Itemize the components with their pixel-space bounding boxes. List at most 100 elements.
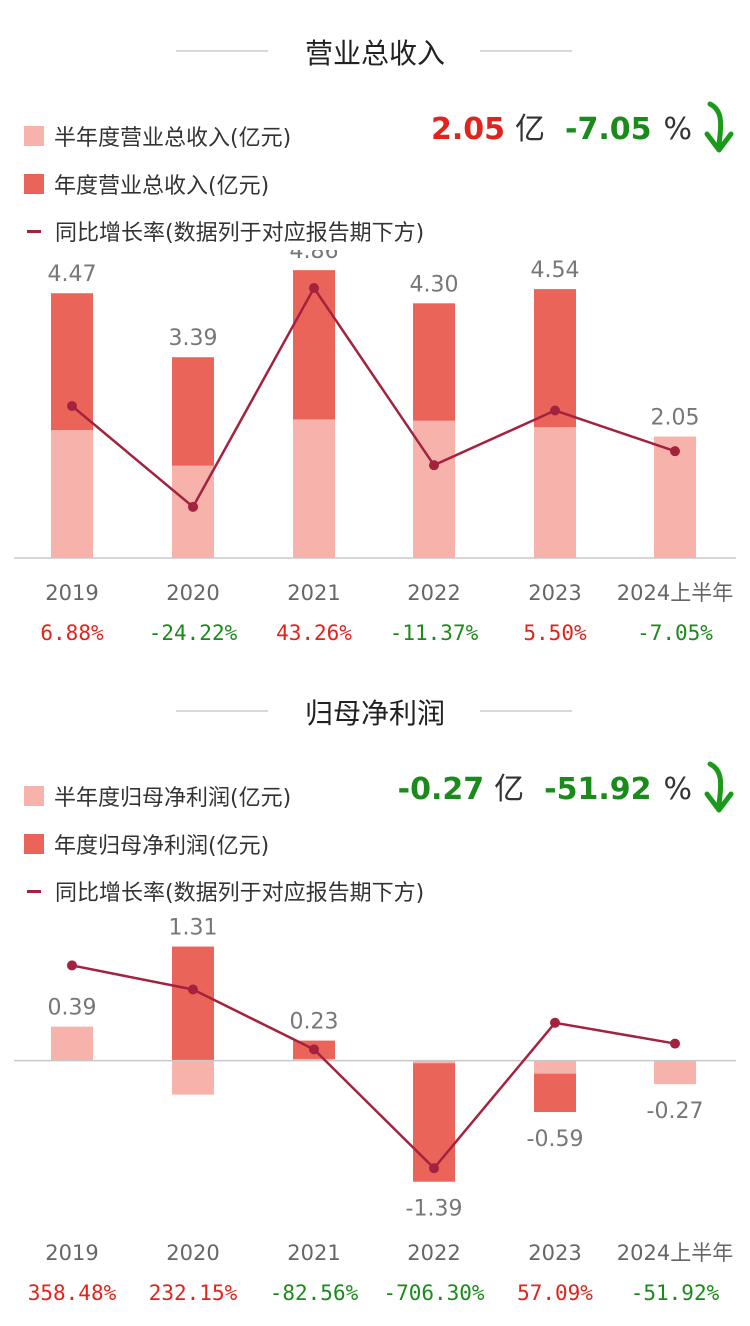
rate-point	[67, 960, 77, 971]
value-label: 2.05	[651, 406, 700, 431]
title-rule-left	[176, 710, 268, 712]
legend-half: 半年度营业总收入(亿元)	[24, 120, 291, 152]
legend-swatch-annual	[24, 834, 44, 854]
rate-line	[71, 964, 676, 1171]
rate-label: 57.09%	[517, 1281, 593, 1305]
rate-point	[309, 283, 319, 294]
rate-label: 232.15%	[149, 1281, 238, 1305]
profit-chart: 0.39 1.31 0.23 -1.39 -0.59 -0.27 2019 2020 2021 2…	[14, 916, 736, 1305]
section-title: 归母净利润	[304, 697, 445, 730]
rate-point	[670, 446, 680, 457]
category-label: 2022	[407, 581, 460, 605]
rate-point	[67, 401, 77, 412]
revenue-section: 营业总收入 半年度营业总收入(亿元) 年度营业总收入(亿元) 同比增长率(数据列…	[0, 0, 750, 660]
rate-point	[550, 1017, 560, 1028]
rate-label: -24.22%	[149, 621, 238, 645]
legend-label-annual: 年度营业总收入(亿元)	[54, 174, 270, 199]
rate-point	[429, 460, 439, 471]
legend-swatch-rate	[27, 229, 41, 233]
category-label: 2023	[528, 1241, 581, 1265]
category-label: 2021	[287, 581, 340, 605]
title-rule-right	[480, 710, 572, 712]
legend-half: 半年度归母净利润(亿元)	[24, 780, 291, 812]
category-label: 2024上半年	[617, 581, 733, 605]
half-bar	[51, 1026, 93, 1061]
value-label: 0.23	[290, 1010, 339, 1035]
summary-value: 2.05	[430, 112, 505, 147]
value-label: 0.39	[48, 996, 97, 1021]
legend-label-rate: 同比增长率(数据列于对应报告期下方)	[55, 221, 425, 246]
legend-label-annual: 年度归母净利润(亿元)	[54, 834, 270, 859]
rate-label: 358.48%	[28, 1281, 117, 1305]
legend-annual: 年度归母净利润(亿元)	[24, 828, 269, 860]
green-down-arrow-icon	[704, 761, 734, 813]
value-label: 4.30	[410, 272, 459, 297]
summary-pct-sign: %	[663, 772, 692, 807]
half-bar	[172, 1060, 214, 1095]
half-bar	[654, 1060, 696, 1085]
half-bar	[293, 419, 335, 558]
rate-point	[188, 501, 198, 512]
rate-point	[550, 405, 560, 416]
value-label: -0.27	[647, 1099, 704, 1124]
legend-rate: 同比增长率(数据列于对应报告期下方)	[24, 875, 424, 907]
legend-annual: 年度营业总收入(亿元)	[24, 168, 269, 200]
half-bar	[293, 1058, 335, 1061]
rate-label: -11.37%	[390, 621, 479, 645]
half-bar	[534, 427, 576, 558]
category-label: 2020	[166, 1241, 219, 1265]
rate-point	[309, 1044, 319, 1055]
profit-summary: -0.27 亿 -51.92 %	[398, 764, 692, 808]
value-label: -0.59	[527, 1127, 584, 1152]
rate-label: -706.30%	[383, 1281, 485, 1305]
revenue-summary: 2.05 亿 -7.05 %	[431, 104, 692, 148]
summary-unit: 亿	[515, 112, 545, 147]
legend-swatch-half	[24, 126, 44, 146]
half-bar	[51, 430, 93, 558]
category-label: 2019	[45, 1241, 98, 1265]
legend-label-half: 半年度归母净利润(亿元)	[54, 786, 292, 811]
legend-rate: 同比增长率(数据列于对应报告期下方)	[24, 215, 424, 247]
summary-pct-sign: %	[663, 112, 692, 147]
half-bar	[654, 436, 696, 558]
legend-label-half: 半年度营业总收入(亿元)	[54, 126, 292, 151]
legend-swatch-rate	[27, 889, 41, 893]
rate-label: -7.05%	[637, 621, 713, 645]
legend-swatch-half	[24, 786, 44, 806]
annual-bar	[172, 946, 214, 1061]
value-label: 3.39	[169, 326, 218, 351]
value-label: 4.47	[48, 262, 97, 287]
rate-label: 43.26%	[276, 621, 352, 645]
value-label: 4.54	[531, 258, 580, 283]
rate-line	[71, 285, 676, 509]
rate-point	[429, 1163, 439, 1174]
rate-label: -82.56%	[270, 1281, 359, 1305]
annual-bar	[413, 1060, 455, 1182]
category-label: 2022	[407, 1241, 460, 1265]
category-label: 2024上半年	[617, 1241, 733, 1265]
half-bar	[534, 1060, 576, 1074]
summary-pct: -51.92	[544, 772, 652, 807]
category-label: 2021	[287, 1241, 340, 1265]
rate-label: 6.88%	[40, 621, 104, 645]
rate-label: 5.50%	[523, 621, 587, 645]
rate-point	[188, 984, 198, 995]
value-label: 1.31	[169, 916, 218, 941]
revenue-chart: 4.47 3.39 4.86 4.30 4.54 2.05 2019 2020 2021 2022…	[14, 250, 736, 645]
summary-pct: -7.05	[565, 112, 652, 147]
category-label: 2023	[528, 581, 581, 605]
category-label: 2019	[45, 581, 98, 605]
section-title: 营业总收入	[304, 37, 445, 70]
value-label: -1.39	[406, 1197, 463, 1222]
legend-label-rate: 同比增长率(数据列于对应报告期下方)	[55, 881, 425, 906]
legend-swatch-annual	[24, 174, 44, 194]
profit-section: 归母净利润 半年度归母净利润(亿元) 年度归母净利润(亿元) 同比增长率(数据列…	[0, 660, 750, 1326]
rate-point	[670, 1038, 680, 1049]
category-label: 2020	[166, 581, 219, 605]
rate-label: -51.92%	[631, 1281, 720, 1305]
summary-unit: 亿	[494, 772, 525, 807]
value-label: 4.86	[290, 250, 339, 264]
summary-value: -0.27	[397, 772, 485, 807]
title-rule-left	[176, 50, 268, 52]
title-rule-right	[480, 50, 572, 52]
